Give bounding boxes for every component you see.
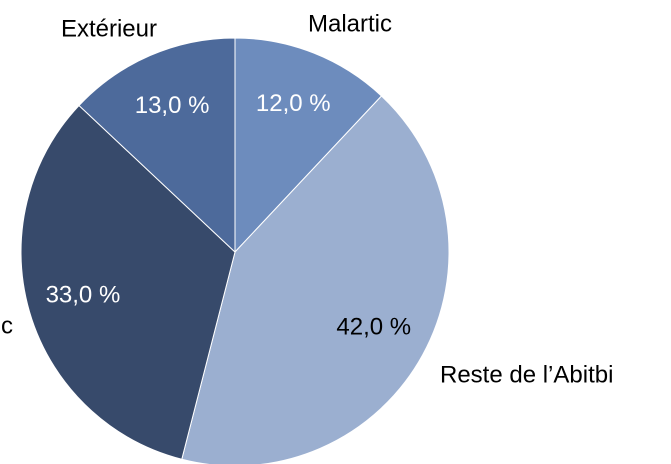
value-label: 33,0 % <box>46 282 121 309</box>
value-label: 42,0 % <box>336 314 411 341</box>
category-label: Malartic <box>308 10 392 37</box>
pie-slice <box>234 37 383 254</box>
value-label: 12,0 % <box>256 90 331 117</box>
value-label: 13,0 % <box>135 92 210 119</box>
pie-slice <box>181 95 450 464</box>
pie-slice <box>20 104 236 460</box>
category-label: Extérieur <box>61 15 157 42</box>
category-label: c <box>1 312 13 339</box>
pie-slice <box>78 37 236 254</box>
category-label: Reste de l’Abitbi <box>440 361 613 388</box>
